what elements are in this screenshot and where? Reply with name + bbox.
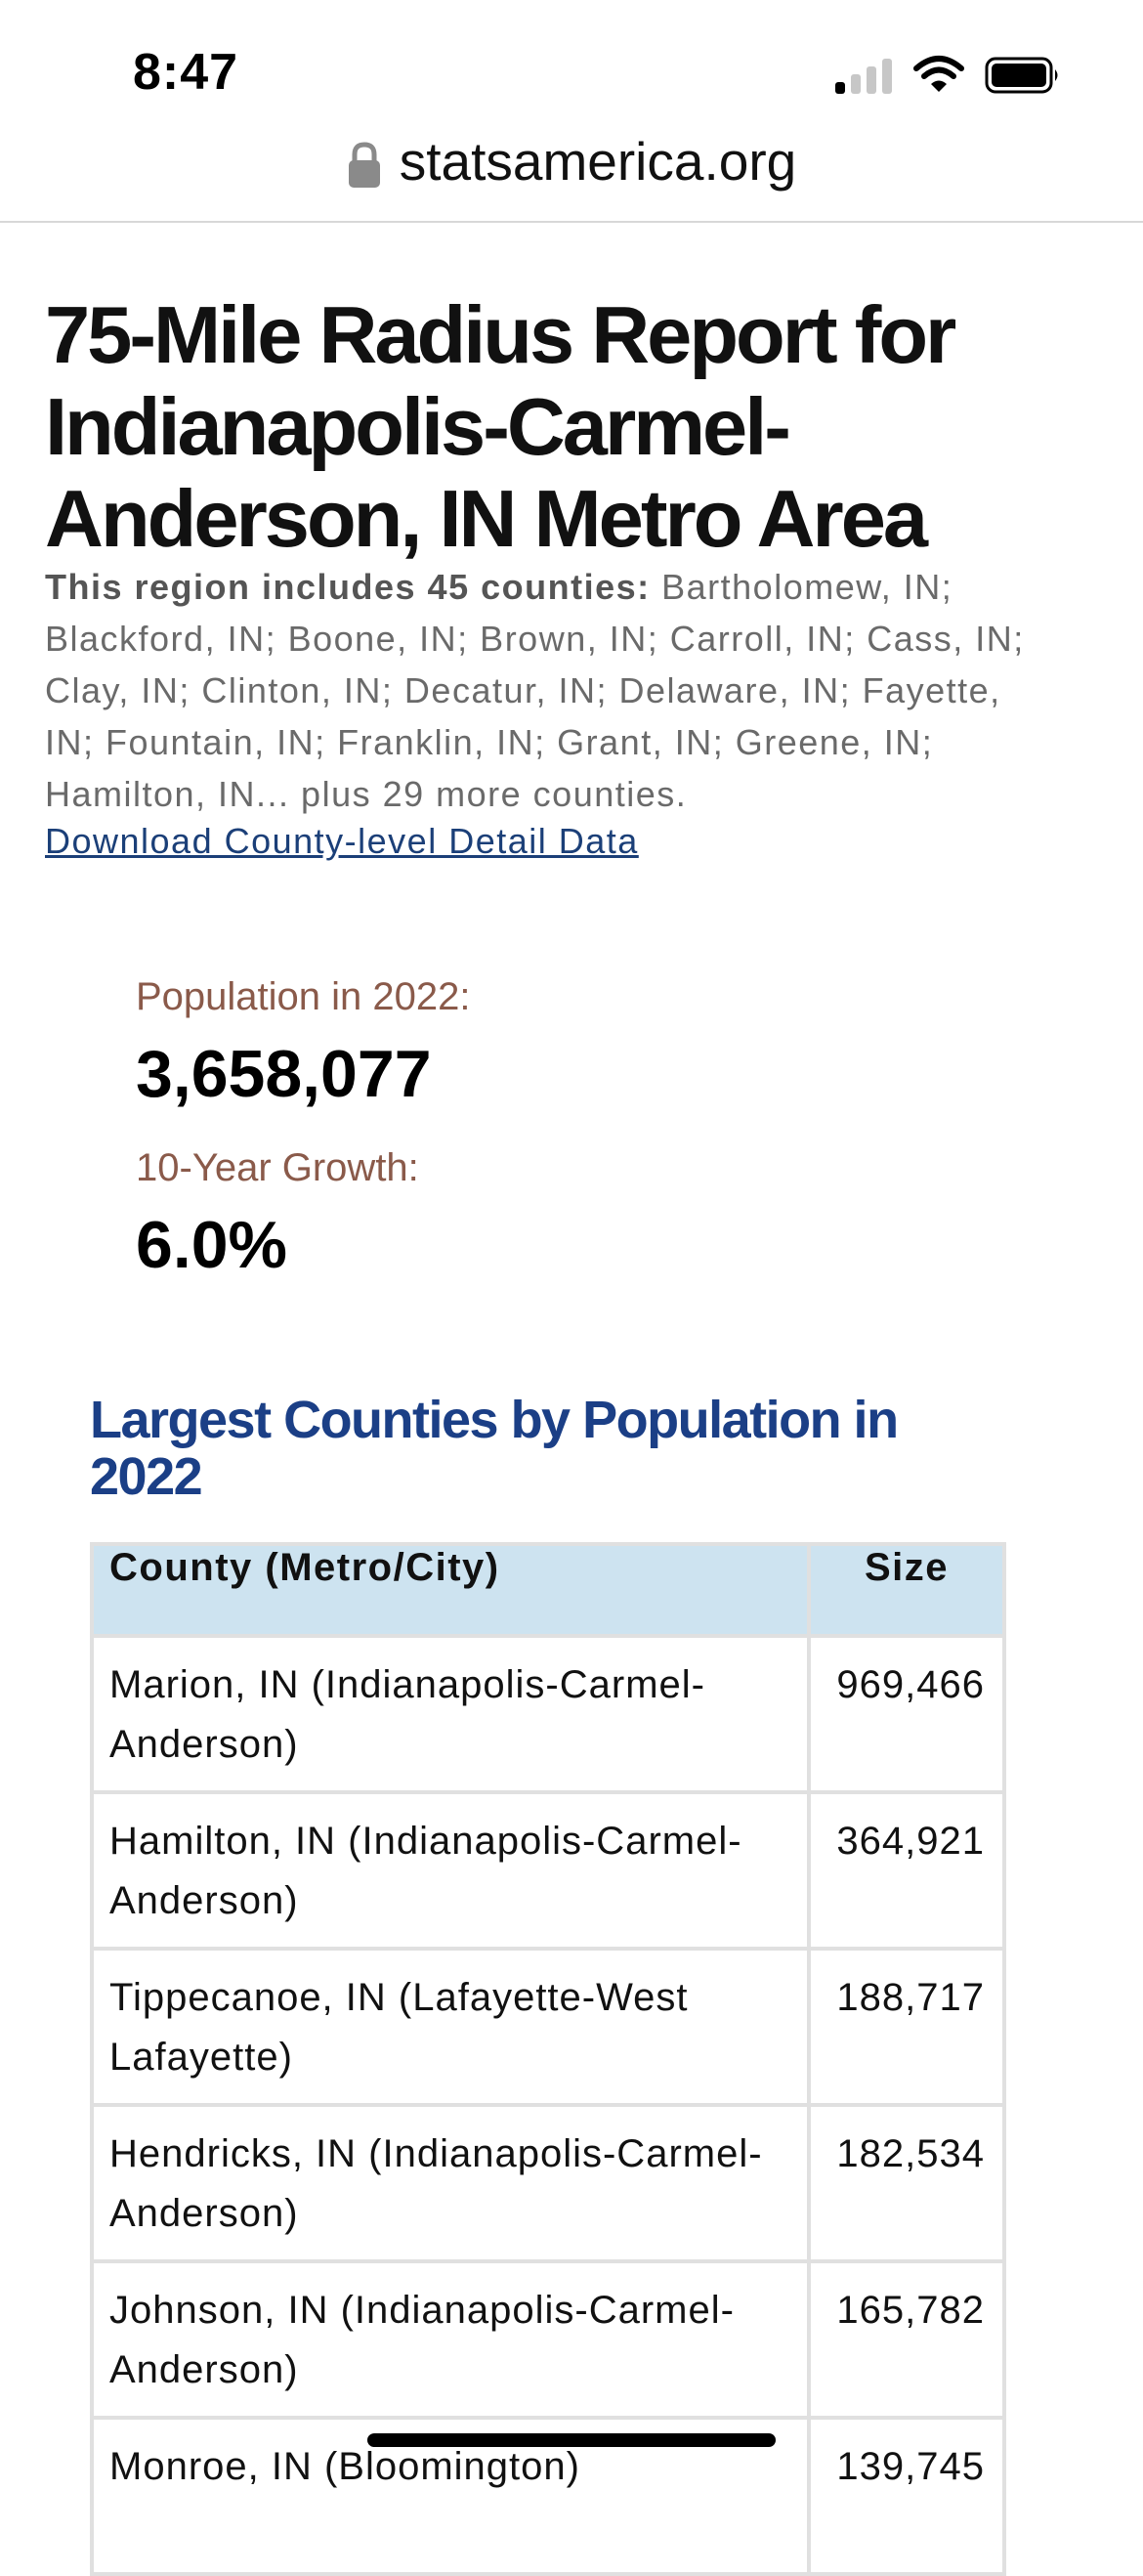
growth-value: 6.0% bbox=[136, 1208, 287, 1282]
county-cell: Marion, IN (Indianapolis-Carmel-Anderson… bbox=[90, 1634, 811, 1794]
address-bar[interactable]: statsamerica.org bbox=[0, 127, 1143, 222]
table-title: Largest Counties by Population in 2022 bbox=[90, 1391, 899, 1506]
table-row: Tippecanoe, IN (Lafayette-West Lafayette… bbox=[90, 1947, 1006, 2107]
table-row: Johnson, IN (Indianapolis-Carmel-Anderso… bbox=[90, 2259, 1006, 2420]
status-time: 8:47 bbox=[133, 44, 239, 101]
table-header-row: County (Metro/City) Size bbox=[90, 1542, 1006, 1638]
county-cell: Hamilton, IN (Indianapolis-Carmel-Anders… bbox=[90, 1790, 811, 1951]
size-cell: 139,745 bbox=[807, 2416, 1006, 2576]
home-indicator[interactable] bbox=[367, 2433, 776, 2447]
download-county-data-link[interactable]: Download County-level Detail Data bbox=[45, 821, 639, 861]
largest-counties-table: County (Metro/City) Size Marion, IN (Ind… bbox=[90, 1542, 1006, 2576]
growth-label: 10-Year Growth: bbox=[136, 1146, 419, 1189]
status-bar: 8:47 bbox=[0, 0, 1143, 127]
table-row: Marion, IN (Indianapolis-Carmel-Anderson… bbox=[90, 1634, 1006, 1794]
column-header-county: County (Metro/City) bbox=[90, 1542, 811, 1638]
population-label: Population in 2022: bbox=[136, 975, 471, 1018]
table-row: Hamilton, IN (Indianapolis-Carmel-Anders… bbox=[90, 1790, 1006, 1951]
size-cell: 969,466 bbox=[807, 1634, 1006, 1794]
county-cell: Tippecanoe, IN (Lafayette-West Lafayette… bbox=[90, 1947, 811, 2107]
url-domain[interactable]: statsamerica.org bbox=[399, 131, 797, 192]
cellular-signal-icon bbox=[835, 57, 894, 94]
table-row: Hendricks, IN (Indianapolis-Carmel-Ander… bbox=[90, 2103, 1006, 2263]
population-value: 3,658,077 bbox=[136, 1037, 432, 1111]
page-title: 75-Mile Radius Report for Indianapolis-C… bbox=[45, 289, 956, 564]
region-intro: This region includes 45 counties: bbox=[45, 567, 651, 607]
battery-icon bbox=[985, 57, 1058, 94]
divider bbox=[0, 221, 1143, 223]
county-cell: Hendricks, IN (Indianapolis-Carmel-Ander… bbox=[90, 2103, 811, 2263]
size-cell: 182,534 bbox=[807, 2103, 1006, 2263]
region-county-list: Bartholomew, IN; Blackford, IN; Boone, I… bbox=[45, 567, 1025, 814]
lock-icon bbox=[347, 137, 382, 189]
size-cell: 188,717 bbox=[807, 1947, 1006, 2107]
size-cell: 364,921 bbox=[807, 1790, 1006, 1951]
column-header-size: Size bbox=[807, 1542, 1006, 1638]
region-description: This region includes 45 counties: Bartho… bbox=[45, 561, 1032, 820]
size-cell: 165,782 bbox=[807, 2259, 1006, 2420]
wifi-icon bbox=[913, 56, 964, 92]
county-cell: Johnson, IN (Indianapolis-Carmel-Anderso… bbox=[90, 2259, 811, 2420]
